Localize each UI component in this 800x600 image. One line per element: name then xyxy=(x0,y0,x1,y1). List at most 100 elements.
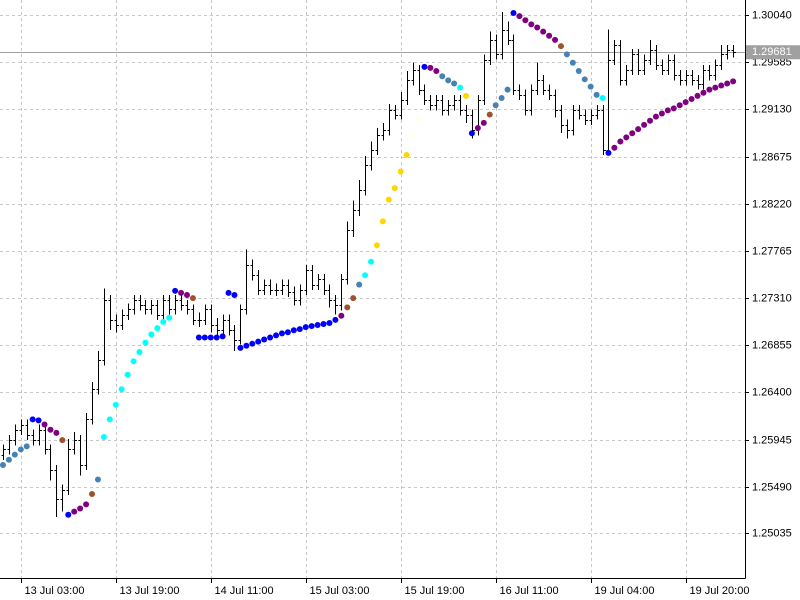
ohlc-bar xyxy=(221,314,226,336)
indicator-dot xyxy=(617,138,624,145)
indicator-dot xyxy=(694,92,701,99)
ohlc-bar xyxy=(7,434,12,455)
indicator-dot xyxy=(712,84,719,91)
indicator-dot xyxy=(273,332,280,339)
indicator-dot xyxy=(492,102,499,109)
indicator-dot xyxy=(658,110,665,117)
indicator-dot xyxy=(219,333,226,340)
indicator-dot xyxy=(356,281,363,288)
y-tick-label: 1.30040 xyxy=(752,9,792,21)
current-price-label: 1.29681 xyxy=(752,46,792,58)
x-tick-label: 13 Jul 19:00 xyxy=(120,585,180,597)
ohlc-bar xyxy=(601,105,606,155)
indicator-dot xyxy=(237,344,244,351)
indicator-dot xyxy=(528,21,535,28)
ohlc-bar xyxy=(310,264,315,290)
ohlc-bar xyxy=(482,54,487,106)
indicator-dot xyxy=(730,78,737,85)
x-tick-label: 14 Jul 11:00 xyxy=(215,585,274,597)
indicator-dot xyxy=(124,371,131,378)
ohlc-bar xyxy=(298,284,303,306)
ohlc-bar xyxy=(37,424,42,446)
indicator-dot xyxy=(403,151,410,158)
ohlc-bar xyxy=(149,300,154,315)
y-tick-label: 1.28675 xyxy=(752,151,792,163)
ohlc-bar xyxy=(316,274,321,290)
ohlc-bar xyxy=(1,444,6,460)
indicator-dot xyxy=(83,501,90,508)
ohlc-bar xyxy=(494,34,499,60)
ohlc-bar xyxy=(250,259,255,281)
ohlc-bar xyxy=(108,294,113,331)
indicator-dot xyxy=(290,327,297,334)
ohlc-bar xyxy=(523,89,528,116)
indicator-dot xyxy=(451,80,458,87)
ohlc-bar xyxy=(417,64,422,95)
indicator-dot xyxy=(255,338,262,345)
ohlc-bar xyxy=(304,264,309,295)
ohlc-bar xyxy=(672,54,677,81)
indicator-dot xyxy=(278,330,285,337)
ohlc-bar xyxy=(618,39,623,86)
ohlc-bar xyxy=(25,419,30,441)
ohlc-bar xyxy=(630,49,635,76)
ohlc-bar xyxy=(458,94,463,116)
indicator-dot xyxy=(534,24,541,31)
ohlc-bar xyxy=(440,94,445,116)
ohlc-bar xyxy=(529,84,534,116)
indicator-dot xyxy=(148,331,155,338)
y-tick-label: 1.29130 xyxy=(752,103,792,115)
ohlc-bar xyxy=(606,29,611,155)
ohlc-bar xyxy=(612,39,617,65)
ohlc-bar xyxy=(31,429,36,446)
current-price-box xyxy=(746,45,800,60)
ohlc-bar xyxy=(696,75,701,90)
indicator-dot xyxy=(166,314,173,321)
indicator-dot xyxy=(397,168,404,175)
indicator-dot xyxy=(688,96,695,103)
ohlc-bar xyxy=(547,84,552,101)
x-tick-label: 13 Jul 03:00 xyxy=(25,585,85,597)
ohlc-bar xyxy=(268,279,273,295)
indicator-dot xyxy=(160,318,167,325)
ohlc-bar xyxy=(209,304,214,333)
ohlc-bar xyxy=(126,303,131,320)
ohlc-bar xyxy=(654,45,659,70)
ohlc-bar xyxy=(72,431,77,455)
indicator-dot xyxy=(23,443,30,450)
ohlc-bar xyxy=(203,304,208,326)
x-tick-label: 16 Jul 11:00 xyxy=(500,585,559,597)
ohlc-bar xyxy=(292,286,297,306)
indicator-dot xyxy=(112,401,119,408)
ohlc-bar xyxy=(138,294,143,311)
ohlc-bar xyxy=(571,105,576,136)
indicator-dot xyxy=(724,80,731,87)
x-tick-label: 15 Jul 19:00 xyxy=(405,585,465,597)
indicator-dot xyxy=(213,334,220,341)
indicator-dot xyxy=(599,94,606,101)
ohlc-bar xyxy=(102,288,107,366)
indicator-dot xyxy=(421,63,428,70)
ohlc-bar xyxy=(583,109,588,125)
ohlc-bar xyxy=(411,62,416,86)
indicator-dot xyxy=(65,511,72,518)
indicator-dot xyxy=(682,99,689,106)
ohlc-bar xyxy=(114,314,119,333)
ohlc-bar xyxy=(48,444,53,481)
ohlc-bar xyxy=(161,294,166,320)
ohlc-bar xyxy=(666,54,671,76)
ohlc-bar xyxy=(191,304,196,326)
indicator-dot xyxy=(480,119,487,126)
indicator-dot xyxy=(320,320,327,327)
ohlc-bar xyxy=(713,59,718,81)
ohlc-bar xyxy=(339,274,344,311)
ohlc-bar xyxy=(90,382,95,425)
indicator-dot xyxy=(0,461,6,468)
ohlc-bar xyxy=(577,105,582,120)
ohlc-bar xyxy=(446,100,451,116)
indicator-dot xyxy=(136,348,143,355)
indicator-dot xyxy=(118,386,125,393)
indicator-dot xyxy=(362,272,369,279)
indicator-dot xyxy=(385,196,392,203)
